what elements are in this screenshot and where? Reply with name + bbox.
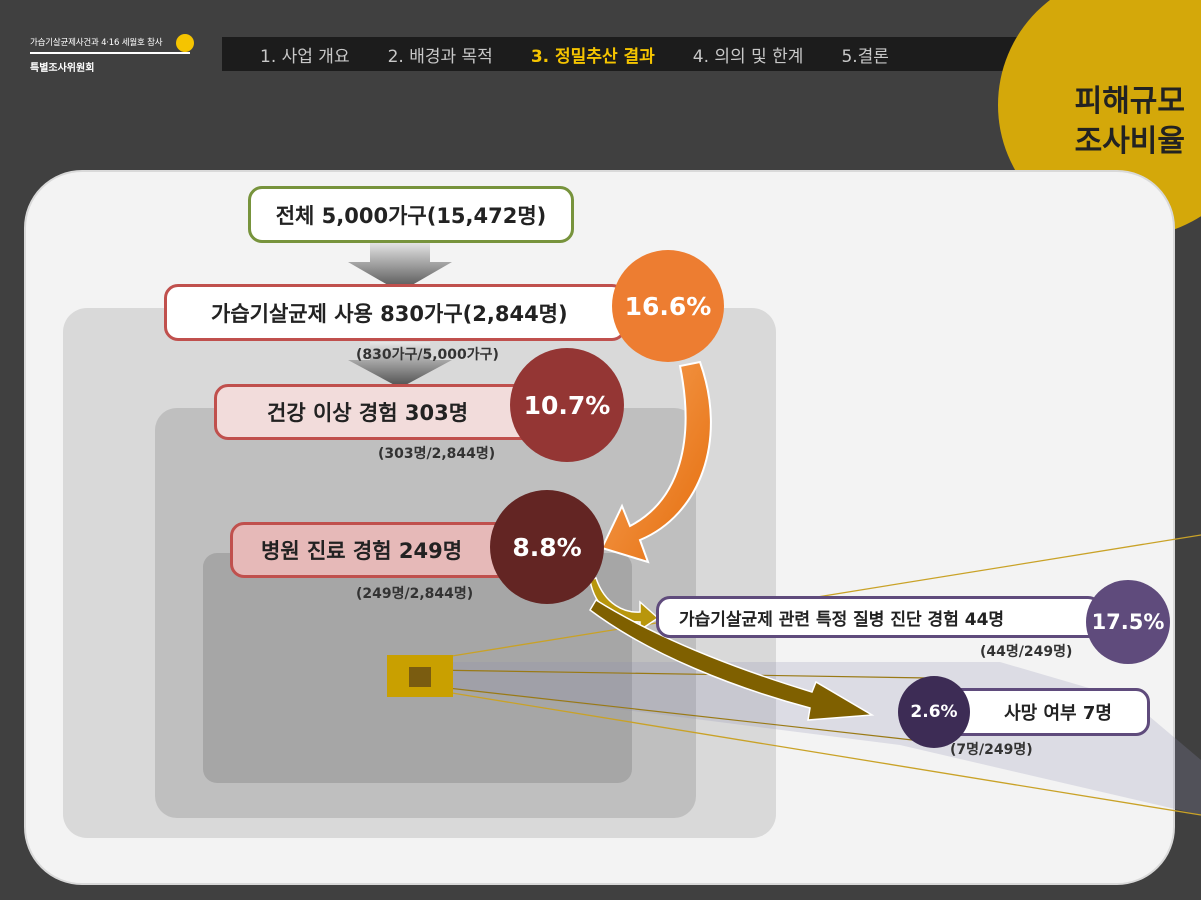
death-pct-circle: 2.6% bbox=[898, 676, 970, 748]
corner-title-line1: 피해규모 bbox=[1074, 84, 1185, 119]
nav-item-conclusion[interactable]: 5.결론 bbox=[841, 46, 889, 67]
nav-item-background[interactable]: 2. 배경과 목적 bbox=[387, 46, 493, 67]
death-box: 사망 여부 7명 bbox=[940, 688, 1150, 736]
zoom-square-inner bbox=[409, 667, 431, 687]
zoom-line-2 bbox=[451, 692, 1201, 816]
zoom-line-3 bbox=[429, 669, 931, 679]
death-ratio: (7명/249명) bbox=[950, 742, 1033, 758]
section-nav: 1. 사업 개요 2. 배경과 목적 3. 정밀추산 결과 4. 의의 및 한계… bbox=[222, 37, 1201, 71]
total-households-box: 전체 5,000가구(15,472명) bbox=[248, 186, 574, 243]
nav-item-results[interactable]: 3. 정밀추산 결과 bbox=[530, 46, 655, 67]
health-box: 건강 이상 경험 303명 bbox=[214, 384, 544, 440]
users-pct-circle: 16.6% bbox=[612, 250, 724, 362]
logo-subtitle: 가습기살균제사건과 4·16 세월호 참사 bbox=[30, 38, 163, 48]
disease-box: 가습기살균제 관련 특정 질병 진단 경험 44명 bbox=[656, 596, 1102, 638]
nav-item-overview[interactable]: 1. 사업 개요 bbox=[260, 46, 350, 67]
users-ratio: (830가구/5,000가구) bbox=[356, 347, 499, 363]
logo-divider bbox=[30, 52, 190, 54]
nav-item-limits[interactable]: 4. 의의 및 한계 bbox=[692, 46, 804, 67]
corner-title: 피해규모 조사비율 bbox=[1075, 82, 1185, 162]
hospital-ratio: (249명/2,844명) bbox=[356, 586, 474, 602]
hospital-pct-circle: 8.8% bbox=[490, 490, 604, 604]
logo-title: 특별조사위원회 bbox=[30, 62, 95, 74]
zoom-line-1 bbox=[451, 534, 1201, 657]
corner-title-line2: 조사비율 bbox=[1074, 124, 1185, 159]
health-ratio: (303명/2,844명) bbox=[378, 446, 496, 462]
zoom-line-4 bbox=[429, 685, 931, 743]
hospital-box: 병원 진료 경험 249명 bbox=[230, 522, 516, 578]
disease-ratio: (44명/249명) bbox=[980, 644, 1073, 660]
olive-arrow bbox=[589, 598, 875, 721]
logo-dot-icon bbox=[176, 34, 194, 52]
orange-arrow bbox=[600, 360, 712, 564]
funnel-arrow-2 bbox=[348, 342, 452, 388]
disease-pct-circle: 17.5% bbox=[1086, 580, 1170, 664]
zoom-area bbox=[452, 662, 1201, 815]
health-pct-circle: 10.7% bbox=[510, 348, 624, 462]
users-box: 가습기살균제 사용 830가구(2,844명) bbox=[164, 284, 626, 341]
logo: 가습기살균제사건과 4·16 세월호 참사 특별조사위원회 bbox=[30, 34, 195, 74]
funnel-arrow-1 bbox=[348, 242, 452, 292]
